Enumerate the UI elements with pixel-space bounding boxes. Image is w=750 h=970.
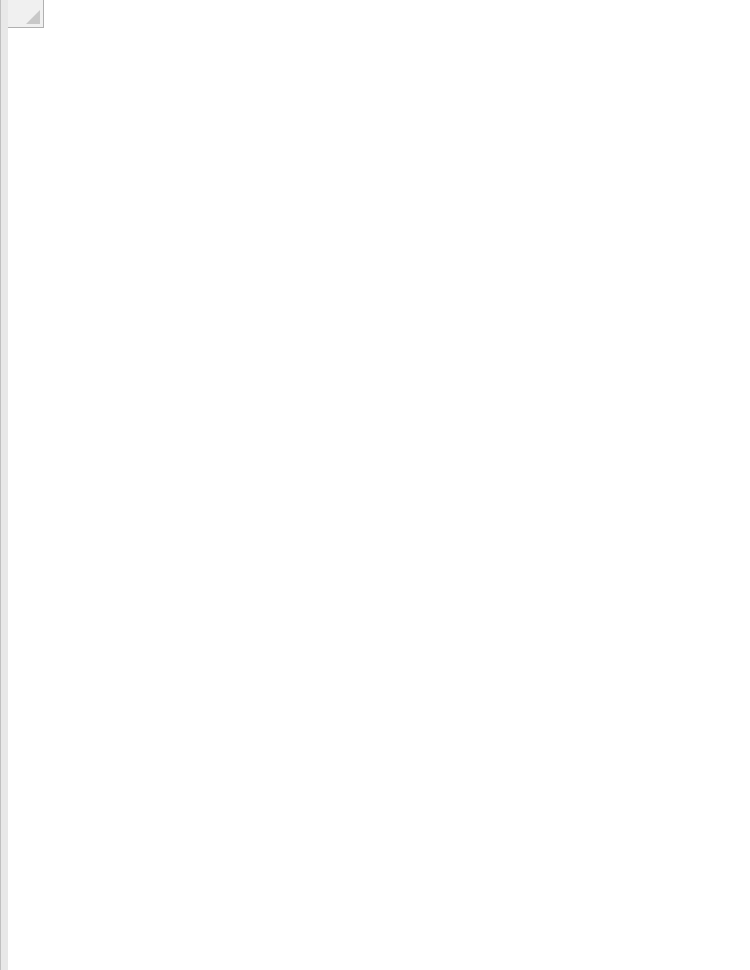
right-edge bbox=[0, 0, 8, 970]
